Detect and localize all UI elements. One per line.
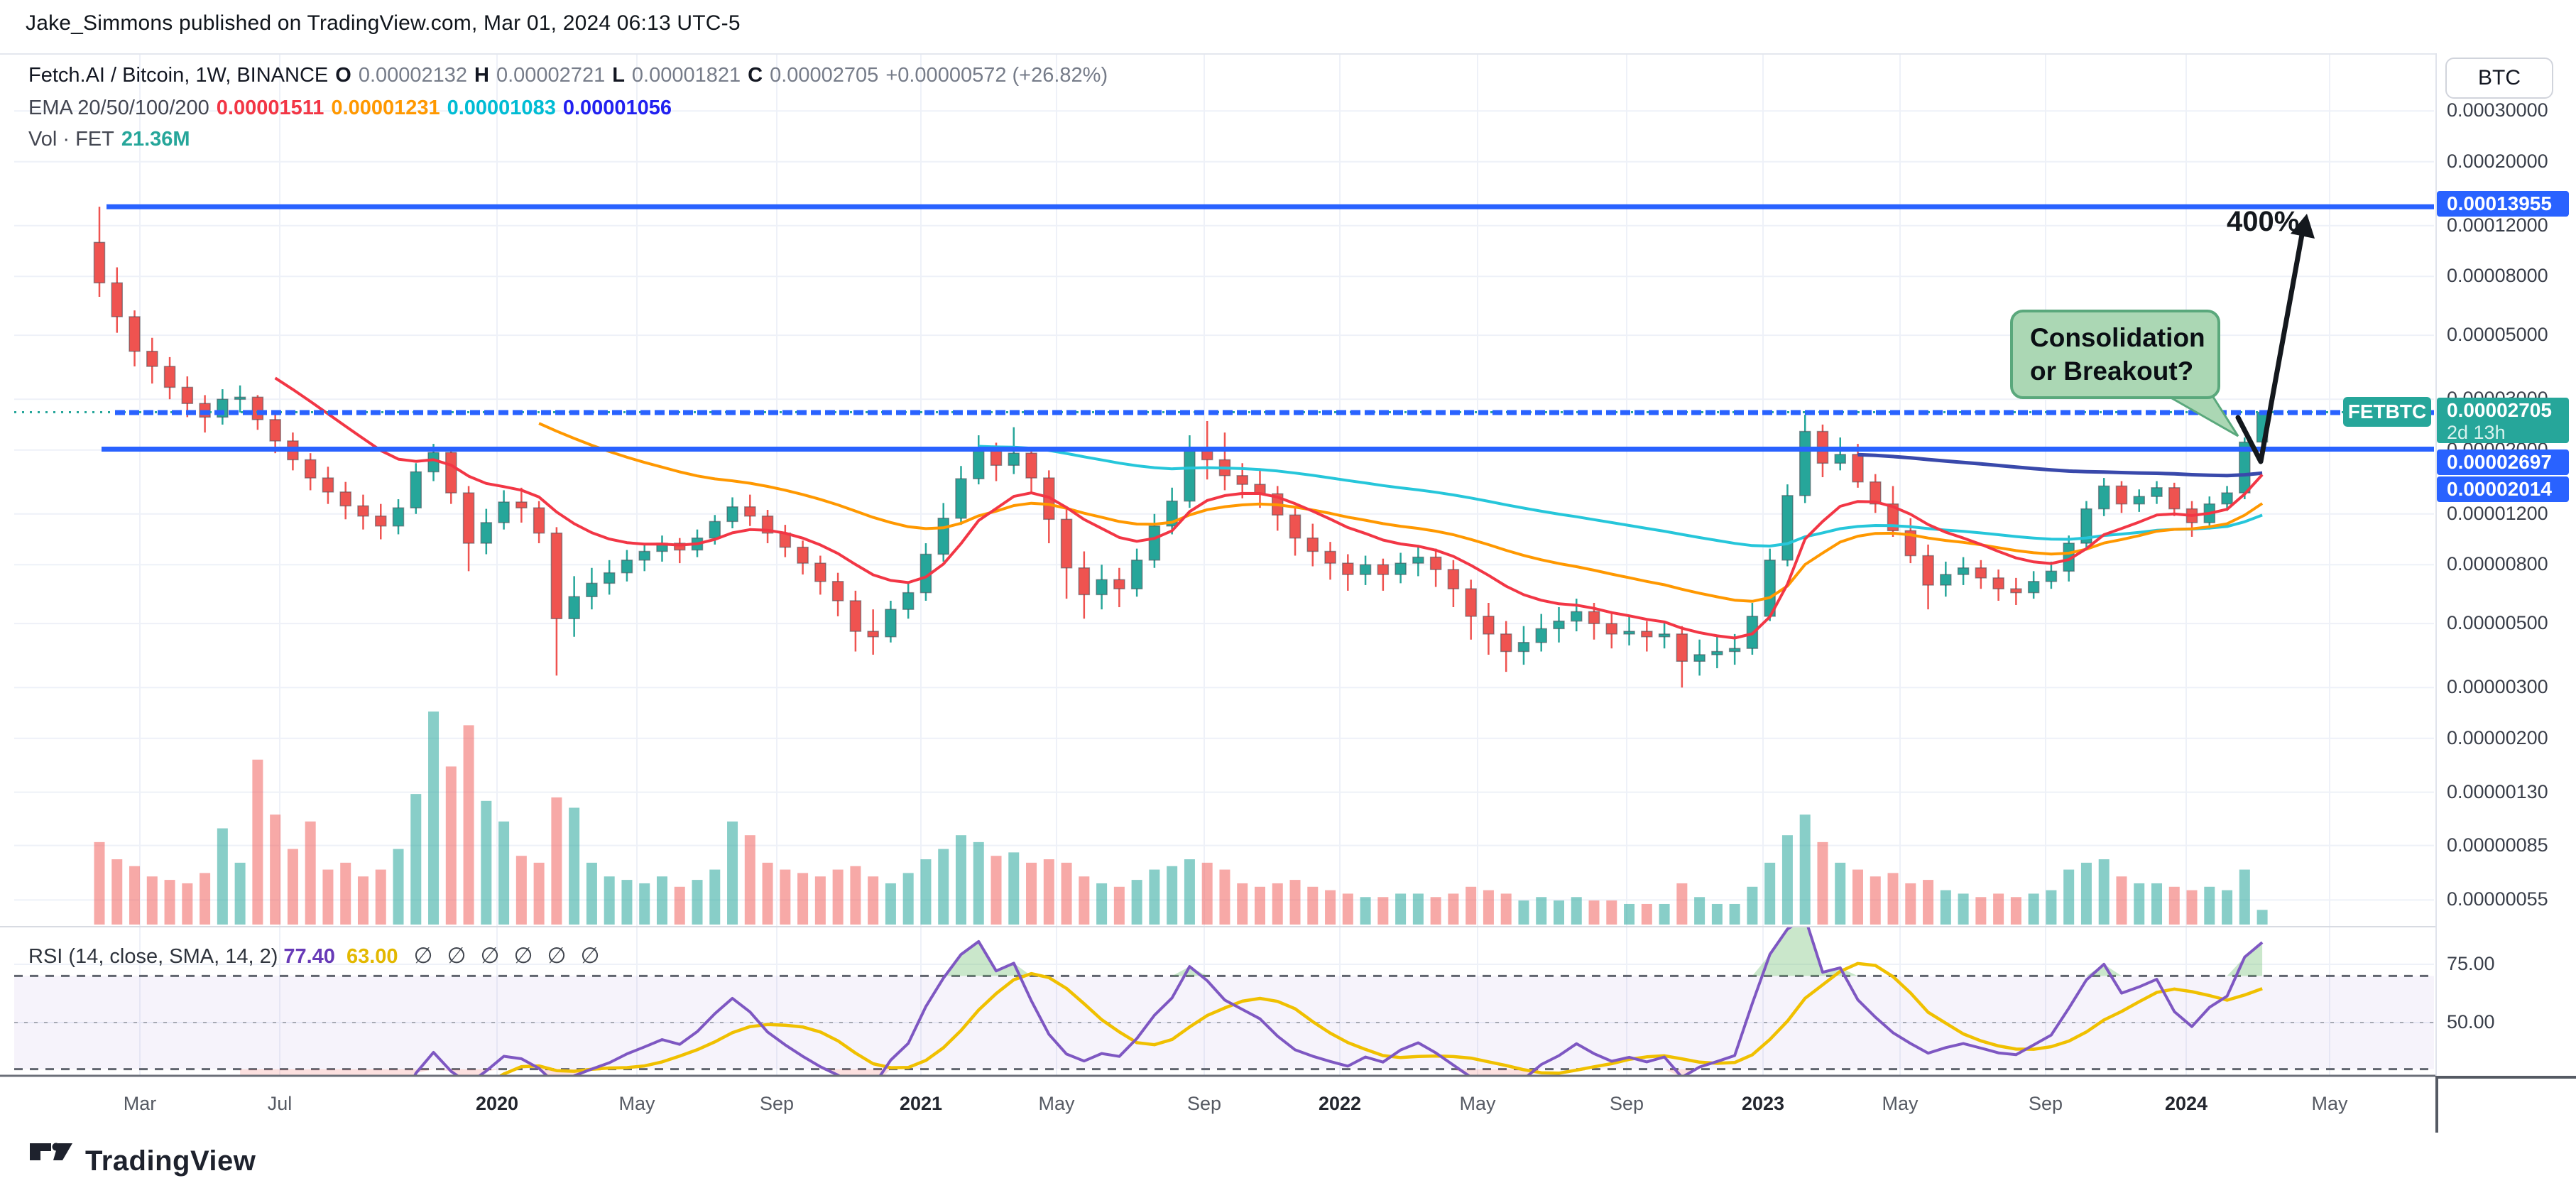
time-axis[interactable]: Mar Jul 2020 May Sep 2021 May Sep 2022 May Sep 2023… bbox=[14, 1077, 2434, 1131]
currency-toggle-button[interactable]: BTC bbox=[2445, 58, 2553, 99]
price-tick: 0.00005000 bbox=[2447, 324, 2548, 346]
bar-countdown: 2d 13h bbox=[2447, 422, 2506, 443]
close-value: 0.00002705 bbox=[770, 64, 879, 87]
last-price-label: 0.00002705 2d 13h bbox=[2437, 398, 2569, 443]
price-tick: 0.00000200 bbox=[2447, 726, 2548, 748]
time-tick[interactable]: May bbox=[2311, 1093, 2348, 1114]
symbol-price-flag: FETBTC bbox=[2343, 397, 2431, 427]
time-tick[interactable]: 2023 bbox=[1741, 1093, 1785, 1114]
time-tick[interactable]: Jul bbox=[267, 1093, 293, 1114]
tradingview-logo-icon bbox=[30, 1143, 72, 1160]
volume-value: 21.36M bbox=[121, 128, 190, 151]
change-value: +0.00000572 (+26.82%) bbox=[885, 64, 1108, 87]
price-tick: 0.00000130 bbox=[2447, 780, 2548, 802]
price-tick: 0.00000055 bbox=[2447, 888, 2548, 910]
axis-corner-box bbox=[2435, 1076, 2576, 1133]
callout-annotation[interactable]: Consolidation or Breakout? bbox=[2010, 310, 2220, 399]
ema50-value: 0.00001231 bbox=[331, 97, 440, 119]
time-tick[interactable]: Sep bbox=[1609, 1093, 1644, 1114]
ema-label: EMA 20/50/100/200 bbox=[28, 97, 209, 119]
resistance-price-label: 0.00013955 bbox=[2437, 191, 2569, 217]
symbol-title[interactable]: Fetch.AI / Bitcoin, 1W, BINANCE bbox=[28, 64, 329, 87]
rsi-value: 77.40 bbox=[283, 945, 335, 968]
ema20-value: 0.00001511 bbox=[216, 97, 324, 119]
time-tick[interactable]: Sep bbox=[1186, 1093, 1222, 1114]
time-tick[interactable]: Sep bbox=[759, 1093, 795, 1114]
price-axis[interactable]: BTC 0.00030000 0.00020000 0.00012000 0.0000… bbox=[2435, 53, 2576, 1076]
price-tick: 0.00000500 bbox=[2447, 612, 2548, 634]
time-tick[interactable]: 2021 bbox=[899, 1093, 943, 1114]
tradingview-logo-text: TradingView bbox=[85, 1145, 256, 1177]
close-prefix: C bbox=[748, 64, 763, 87]
time-tick[interactable]: Mar bbox=[123, 1093, 157, 1114]
time-tick[interactable]: May bbox=[618, 1093, 655, 1114]
last-price-value: 0.00002705 bbox=[2447, 399, 2552, 421]
ema100-value: 0.00001083 bbox=[447, 97, 556, 119]
price-tick: 0.00000800 bbox=[2447, 553, 2548, 575]
low-value: 0.00001821 bbox=[631, 64, 741, 87]
target-percent-label: 400% bbox=[2227, 206, 2300, 237]
low-prefix: L bbox=[612, 64, 625, 87]
rsi-sma-value: 63.00 bbox=[346, 945, 398, 968]
price-tick: 0.00020000 bbox=[2447, 150, 2548, 172]
rsi-tick: 50.00 bbox=[2447, 1011, 2495, 1032]
time-tick[interactable]: Sep bbox=[2028, 1093, 2063, 1114]
attribution-text: Jake_Simmons published on TradingView.co… bbox=[26, 11, 741, 35]
volume-legend-row[interactable]: Vol · FET 21.36M bbox=[28, 128, 197, 151]
time-tick[interactable]: May bbox=[1038, 1093, 1075, 1114]
low-level-price-label: 0.00002014 bbox=[2437, 476, 2569, 502]
volume-label: Vol · FET bbox=[28, 128, 114, 151]
price-tick: 0.00012000 bbox=[2447, 214, 2548, 236]
high-value: 0.00002721 bbox=[496, 64, 606, 87]
open-prefix: O bbox=[335, 64, 351, 87]
rsi-empty-values: ∅∅∅∅∅∅ bbox=[413, 943, 614, 968]
callout-line1: Consolidation bbox=[2030, 323, 2205, 352]
high-prefix: H bbox=[474, 64, 489, 87]
time-tick[interactable]: May bbox=[1882, 1093, 1919, 1114]
price-tick: 0.00000085 bbox=[2447, 834, 2548, 856]
rsi-legend-row[interactable]: RSI (14, close, SMA, 14, 2) 77.40 63.00 ∅∅∅… bbox=[28, 943, 614, 969]
tradingview-logo: TradingView bbox=[28, 1139, 256, 1183]
mid-level-price-label: 0.00002697 bbox=[2437, 449, 2569, 475]
callout-line2: or Breakout? bbox=[2030, 356, 2194, 386]
time-tick[interactable]: 2020 bbox=[475, 1093, 519, 1114]
symbol-legend-row[interactable]: Fetch.AI / Bitcoin, 1W, BINANCE O 0.000021… bbox=[28, 64, 1115, 87]
rsi-label: RSI (14, close, SMA, 14, 2) bbox=[28, 945, 278, 968]
ema200-value: 0.00001056 bbox=[562, 97, 672, 119]
rsi-tick: 75.00 bbox=[2447, 953, 2495, 974]
open-value: 0.00002132 bbox=[358, 64, 468, 87]
ema-legend-row[interactable]: EMA 20/50/100/200 0.00001511 0.00001231 0.0… bbox=[28, 97, 679, 120]
time-tick[interactable]: May bbox=[1459, 1093, 1496, 1114]
time-tick[interactable]: 2024 bbox=[2164, 1093, 2208, 1114]
price-tick: 0.00000300 bbox=[2447, 676, 2548, 698]
price-tick: 0.00008000 bbox=[2447, 265, 2548, 287]
price-tick: 0.00001200 bbox=[2447, 502, 2548, 524]
price-tick: 0.00030000 bbox=[2447, 99, 2548, 121]
time-tick[interactable]: 2022 bbox=[1318, 1093, 1362, 1114]
